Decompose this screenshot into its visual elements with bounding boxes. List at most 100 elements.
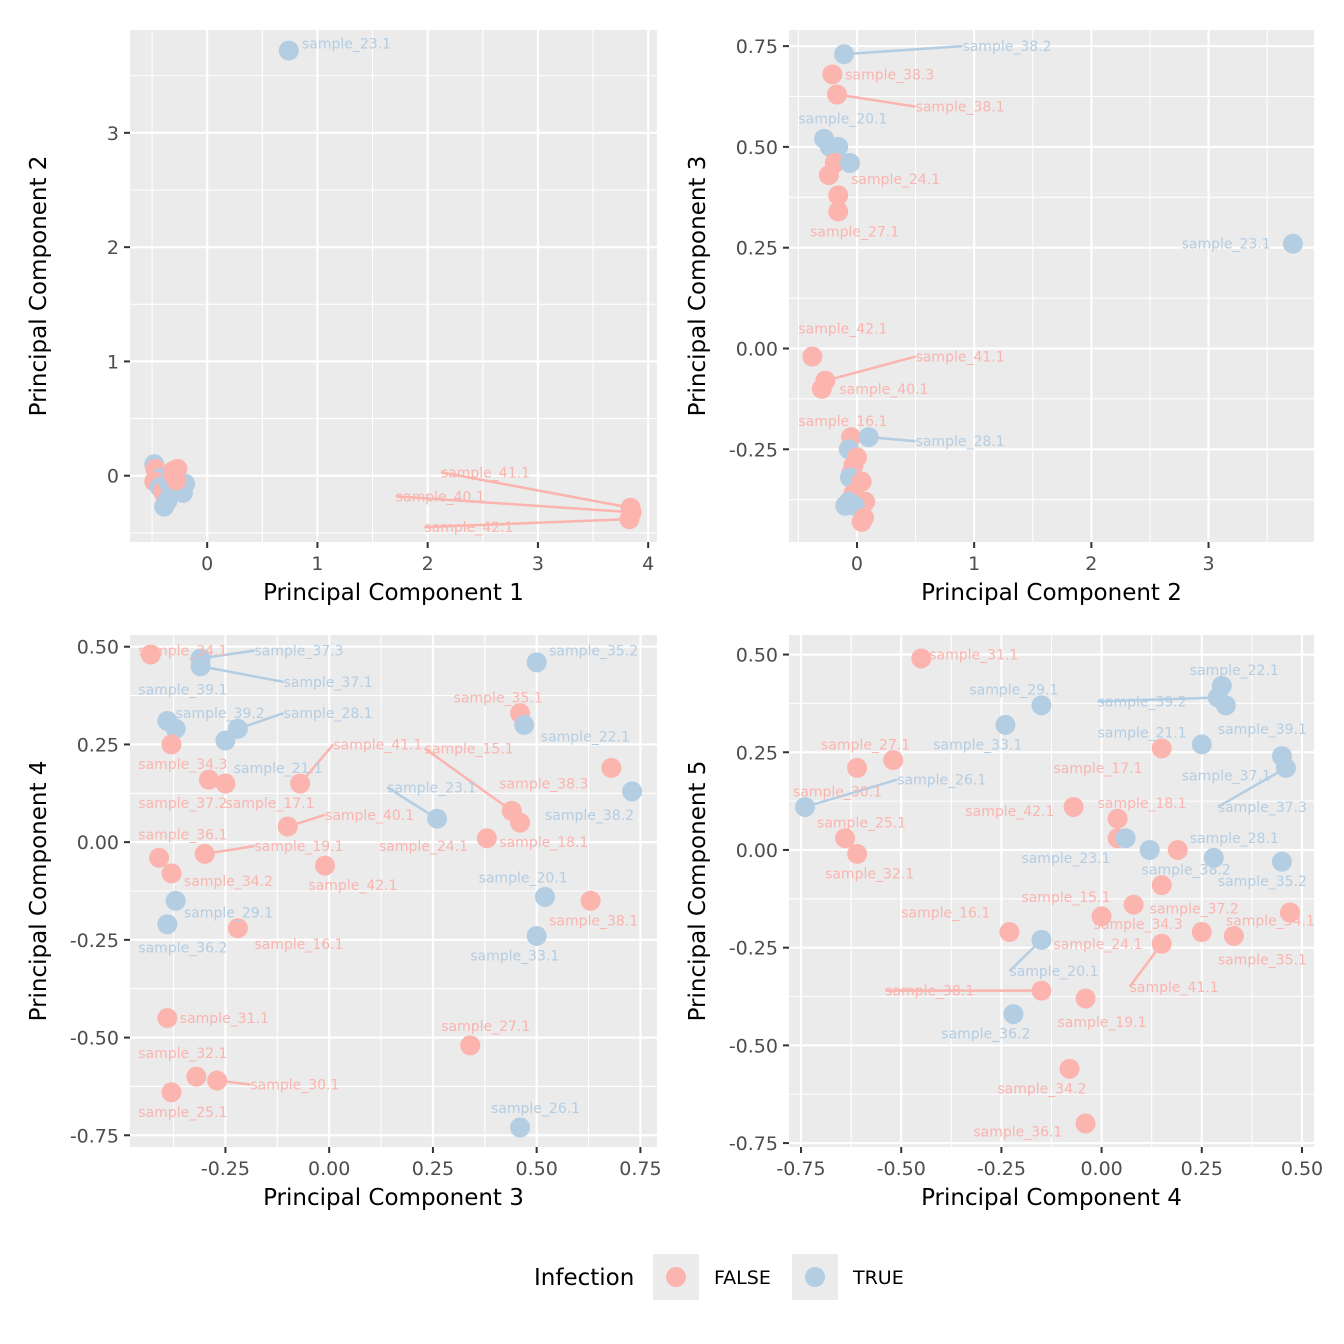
x-tick-label: 1 [968, 553, 980, 575]
y-tick-label: 0.25 [77, 734, 119, 756]
data-point [1191, 734, 1212, 755]
point-label: sample_24.1 [1054, 937, 1143, 953]
label-connector [804, 778, 898, 809]
point-label: sample_17.1 [1054, 761, 1143, 777]
y-tick-label: 0.50 [77, 637, 119, 659]
data-point [1107, 808, 1128, 829]
point-label: sample_32.1 [138, 1046, 227, 1062]
point-label: sample_35.2 [1218, 874, 1307, 890]
data-point [847, 757, 868, 778]
y-tick-label: -0.50 [729, 1035, 778, 1057]
panel-background [130, 30, 657, 542]
data-point [835, 828, 856, 849]
point-label: sample_16.1 [798, 414, 887, 430]
data-point [227, 718, 248, 739]
label-connector [1097, 696, 1218, 703]
point-label: sample_28.1 [916, 434, 1005, 450]
legend-title: Infection [534, 1265, 634, 1291]
point-label: sample_40.1 [839, 382, 928, 398]
point-label: sample_23.1 [1182, 237, 1271, 253]
data-point [828, 136, 849, 157]
data-point [834, 44, 855, 65]
scatter-panel-2: 0 1 2 3 -0.25 0.00 0.25 0.50 0.75 Principal Compo… [685, 30, 1314, 606]
y-tick-label: 0.00 [736, 840, 778, 862]
point-label: sample_39.2 [1098, 694, 1187, 710]
point-label: sample_42.1 [424, 520, 513, 536]
data-point [1282, 233, 1303, 254]
point-label: sample_28.1 [284, 706, 373, 722]
point-label: sample_36.1 [973, 1124, 1062, 1140]
data-point [1091, 906, 1112, 927]
data-point [198, 769, 219, 790]
data-point [510, 812, 531, 833]
point-label: sample_39.2 [176, 706, 265, 722]
data-point [1075, 988, 1096, 1009]
point-label: sample_34.1 [1226, 913, 1315, 929]
data-point [818, 165, 839, 186]
data-point [1123, 894, 1144, 915]
point-label: sample_34.2 [997, 1081, 1086, 1097]
y-axis-title: Principal Component 4 [26, 761, 52, 1022]
x-tick-label: 3 [532, 553, 544, 575]
data-point [1203, 847, 1224, 868]
data-point [827, 84, 848, 105]
point-label: sample_30.1 [793, 784, 882, 800]
x-tick-label: 0.50 [516, 1158, 558, 1180]
point-label: sample_35.2 [549, 644, 638, 660]
x-axis-title: Principal Component 1 [263, 580, 524, 606]
x-tick-label: 0.50 [1281, 1158, 1323, 1180]
data-point [460, 1035, 481, 1056]
data-point [186, 1066, 207, 1087]
x-tick-label: -0.25 [201, 1158, 250, 1180]
data-point [154, 496, 175, 517]
point-label: sample_42.1 [798, 321, 887, 337]
point-label: sample_17.1 [225, 796, 314, 812]
point-label: sample_37.3 [1218, 800, 1307, 816]
point-label: sample_34.2 [184, 874, 273, 890]
point-label: sample_16.1 [254, 937, 343, 953]
data-point [1167, 839, 1188, 860]
point-label: sample_29.1 [184, 905, 273, 921]
x-tick-label: 1 [311, 553, 323, 575]
point-label: sample_21.1 [1098, 726, 1187, 742]
y-tick-label: 0.75 [736, 36, 778, 58]
point-label: sample_37.1 [284, 675, 373, 691]
x-tick-label: 3 [1202, 553, 1214, 575]
point-label: sample_33.1 [470, 948, 559, 964]
point-label: sample_34.3 [138, 757, 227, 773]
data-point [828, 201, 849, 222]
y-tick-label: 0.00 [77, 832, 119, 854]
y-tick-label: 2 [107, 237, 119, 259]
point-label: sample_38.2 [545, 808, 634, 824]
data-point [1223, 925, 1244, 946]
point-label: sample_31.1 [929, 648, 1018, 664]
point-label: sample_36.1 [138, 827, 227, 843]
point-label: sample_41.1 [441, 465, 530, 481]
label-connector [836, 93, 916, 108]
y-axis-title: Principal Component 3 [685, 156, 711, 417]
point-label: sample_30.1 [250, 1077, 339, 1093]
data-point [215, 730, 236, 751]
label-connector [825, 355, 916, 382]
data-point [1151, 933, 1172, 954]
data-point [278, 40, 299, 61]
data-point [835, 495, 856, 516]
point-label: sample_23.1 [302, 37, 391, 53]
data-point [1031, 929, 1052, 950]
point-label: sample_27.1 [441, 1019, 530, 1035]
x-axis-title: Principal Component 3 [263, 1185, 524, 1211]
x-tick-label: 0.00 [1080, 1158, 1122, 1180]
point-label: sample_20.1 [1009, 964, 1098, 980]
y-tick-label: 0.50 [736, 645, 778, 667]
data-point [165, 890, 186, 911]
panel-background [789, 30, 1314, 542]
x-tick-label: 0 [851, 553, 863, 575]
point-label: sample_18.1 [1098, 796, 1187, 812]
label-connector [200, 665, 284, 684]
data-point [1059, 1058, 1080, 1079]
y-tick-label: -0.25 [70, 930, 119, 952]
label-connector [395, 495, 632, 514]
point-label: sample_38.1 [549, 913, 638, 929]
point-label: sample_41.1 [916, 350, 1005, 366]
